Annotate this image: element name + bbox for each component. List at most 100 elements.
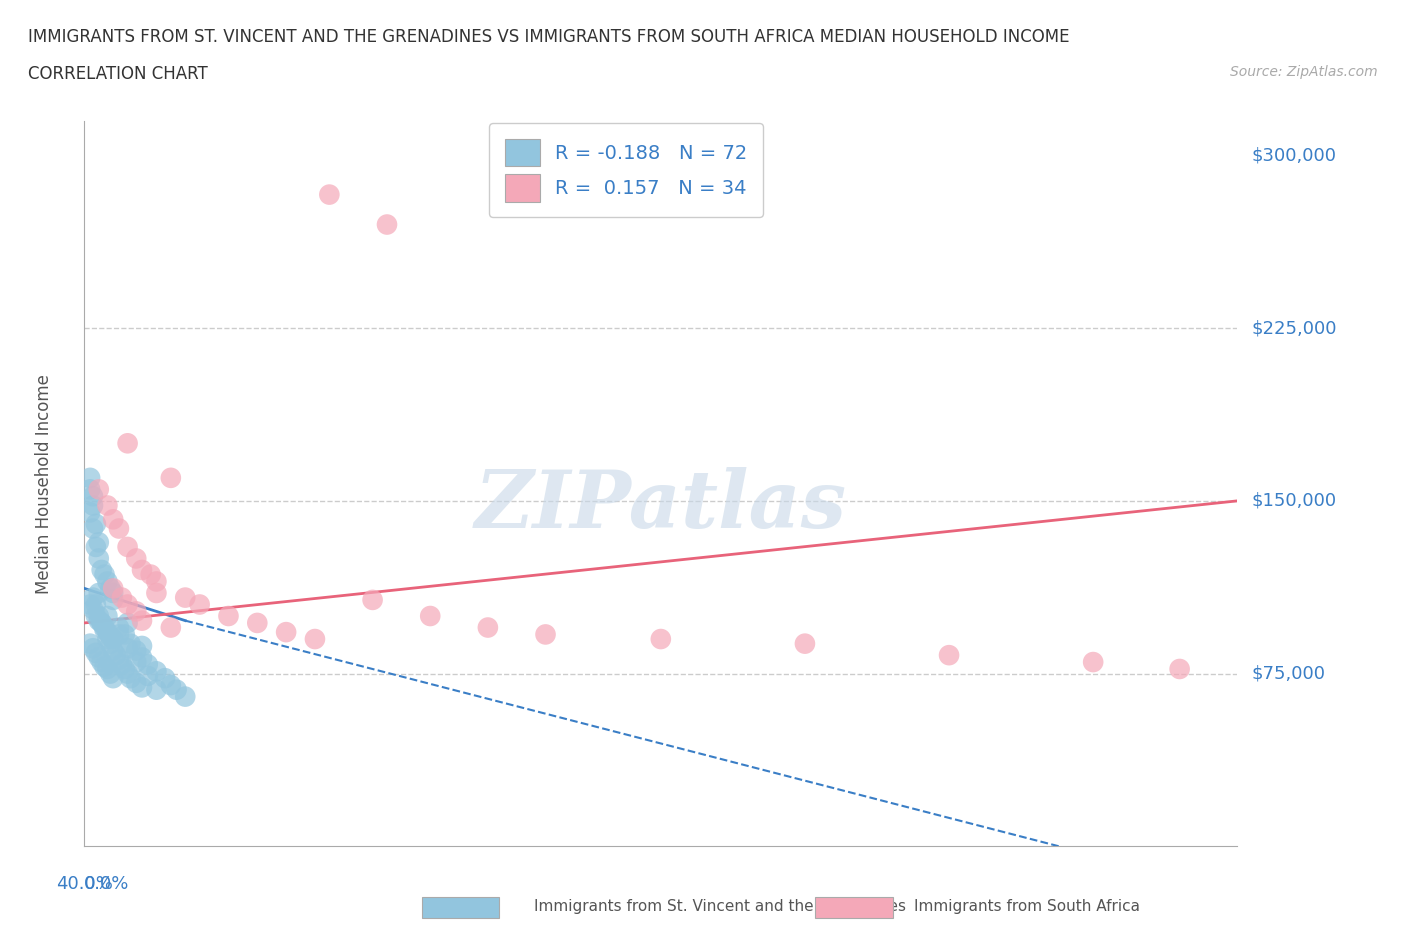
Point xyxy=(79,471,101,485)
Point xyxy=(84,608,107,623)
Point xyxy=(93,620,115,635)
Point xyxy=(145,574,167,589)
Point xyxy=(145,683,167,698)
Point xyxy=(477,620,499,635)
Point xyxy=(131,639,153,654)
Point xyxy=(87,586,110,601)
Text: ZIPatlas: ZIPatlas xyxy=(475,467,846,544)
Point xyxy=(96,574,118,589)
Point xyxy=(139,567,162,582)
Point xyxy=(125,675,148,690)
Point xyxy=(103,581,124,596)
Point xyxy=(98,636,121,651)
Point xyxy=(79,636,101,651)
Point xyxy=(938,647,960,662)
Text: $75,000: $75,000 xyxy=(1251,665,1326,683)
Point xyxy=(96,498,118,513)
Point xyxy=(90,655,112,670)
Point xyxy=(166,683,188,698)
Point xyxy=(90,563,112,578)
Point xyxy=(111,657,134,671)
Point xyxy=(131,680,153,695)
Point xyxy=(108,652,131,667)
Text: $300,000: $300,000 xyxy=(1251,146,1336,165)
Point xyxy=(93,622,115,637)
Point xyxy=(103,586,124,601)
Point xyxy=(131,650,153,665)
Point xyxy=(103,592,124,607)
Point xyxy=(79,505,101,520)
Point xyxy=(218,608,240,623)
Point xyxy=(87,482,110,497)
Point xyxy=(103,644,124,658)
Point xyxy=(794,636,817,651)
Point xyxy=(84,516,107,531)
Point xyxy=(105,647,128,662)
Point xyxy=(84,539,107,554)
Point xyxy=(246,616,269,631)
Point xyxy=(174,591,197,605)
Text: Median Household Income: Median Household Income xyxy=(35,374,53,593)
Point xyxy=(87,608,110,623)
Point xyxy=(125,655,148,670)
Point xyxy=(93,659,115,674)
Text: 0.0%: 0.0% xyxy=(84,875,129,894)
Point xyxy=(145,586,167,601)
Point xyxy=(87,613,110,628)
Point xyxy=(276,625,298,640)
Point xyxy=(96,631,118,646)
Text: CORRELATION CHART: CORRELATION CHART xyxy=(28,65,208,83)
Text: Immigrants from St. Vincent and the Grenadines: Immigrants from St. Vincent and the Gren… xyxy=(534,899,907,914)
Point xyxy=(98,630,121,644)
Point xyxy=(120,671,142,685)
Point xyxy=(87,650,110,665)
Point xyxy=(534,627,557,642)
Text: 40.0%: 40.0% xyxy=(56,875,112,894)
Point xyxy=(114,661,136,676)
Point xyxy=(108,627,131,642)
Point xyxy=(103,671,124,685)
Point xyxy=(125,644,148,658)
Legend: R = -0.188   N = 72, R =  0.157   N = 34: R = -0.188 N = 72, R = 0.157 N = 34 xyxy=(489,124,763,218)
Point xyxy=(117,436,139,451)
Point xyxy=(125,551,148,565)
Point xyxy=(82,641,104,656)
Text: Immigrants from South Africa: Immigrants from South Africa xyxy=(914,899,1140,914)
Point xyxy=(125,604,148,618)
Point xyxy=(103,512,124,526)
Point xyxy=(117,539,139,554)
Point xyxy=(98,666,121,681)
Text: $225,000: $225,000 xyxy=(1251,319,1337,338)
Text: IMMIGRANTS FROM ST. VINCENT AND THE GRENADINES VS IMMIGRANTS FROM SOUTH AFRICA M: IMMIGRANTS FROM ST. VINCENT AND THE GREN… xyxy=(28,28,1070,46)
Point xyxy=(82,591,104,605)
Point xyxy=(419,608,441,623)
Point xyxy=(117,666,139,681)
Point xyxy=(1083,655,1105,670)
Point xyxy=(117,597,139,612)
Point xyxy=(87,535,110,550)
Text: Source: ZipAtlas.com: Source: ZipAtlas.com xyxy=(1230,65,1378,79)
Point xyxy=(136,669,159,684)
Point xyxy=(136,657,159,671)
Point xyxy=(90,616,112,631)
Point xyxy=(650,631,672,646)
Point xyxy=(117,616,139,631)
Point xyxy=(117,641,139,656)
Point xyxy=(120,636,142,651)
Point xyxy=(79,597,101,612)
Point xyxy=(160,471,183,485)
Point xyxy=(79,482,101,497)
Point xyxy=(96,608,118,623)
Point xyxy=(82,602,104,617)
Point xyxy=(96,625,118,640)
Point xyxy=(82,521,104,536)
Point xyxy=(108,521,131,536)
Point xyxy=(153,671,176,685)
Point xyxy=(304,631,326,646)
Point xyxy=(98,581,121,596)
Point xyxy=(103,631,124,646)
Point xyxy=(131,563,153,578)
Point xyxy=(188,597,211,612)
Point xyxy=(93,567,115,582)
Point xyxy=(108,620,131,635)
